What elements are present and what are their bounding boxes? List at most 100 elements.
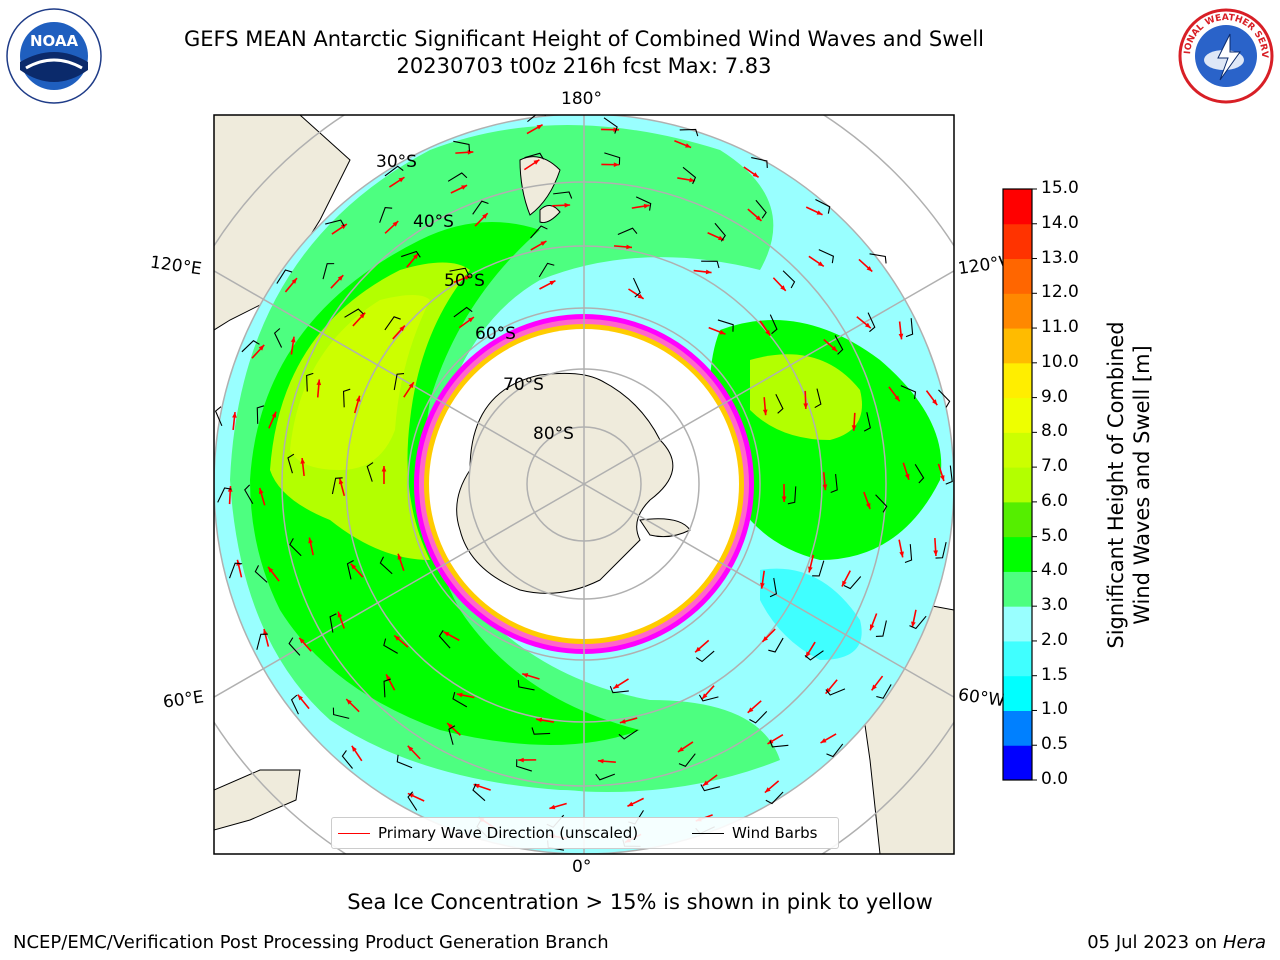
- wave-arrow-head: [911, 621, 916, 628]
- wave-arrow-head: [822, 484, 828, 491]
- wind-barb: [393, 373, 405, 391]
- wave-arrow-head: [613, 162, 620, 167]
- wave-arrow-head: [407, 745, 414, 752]
- wind-barb: [530, 225, 548, 239]
- lat-label-50s: 50°S: [444, 271, 485, 291]
- colorbar-tick-label: 12.0: [1041, 282, 1079, 303]
- wave-arrow-head: [236, 559, 241, 566]
- wave-arrow-head: [564, 202, 571, 208]
- wave-arrow-head: [643, 203, 650, 209]
- colorbar-segment: [1003, 640, 1032, 677]
- legend-wind-barbs: Wind Barbs: [692, 824, 817, 842]
- wave-arrow-head: [232, 412, 237, 418]
- wind-barb: [834, 335, 844, 355]
- wind-barb: [717, 319, 734, 332]
- wave-arrow-head: [780, 285, 786, 291]
- colorbar-segment: [1003, 501, 1032, 538]
- chart-title: GEFS MEAN Antarctic Significant Height o…: [183, 27, 985, 51]
- wind-barb: [384, 316, 401, 331]
- colorbar-segment: [1003, 745, 1032, 781]
- colorbar-title-line2: Wind Waves and Swell [m]: [1130, 345, 1154, 625]
- wind-barb: [804, 650, 824, 661]
- colorbar-tick-label: 0.5: [1041, 734, 1069, 755]
- wind-barb: [448, 725, 456, 745]
- wave-arrow-head: [263, 629, 268, 635]
- wind-barb: [332, 707, 350, 719]
- wave-arrow-head: [831, 346, 838, 352]
- wave-arrow-head: [300, 458, 306, 464]
- wind-barb: [775, 394, 784, 414]
- wave-arrow-head: [865, 322, 871, 329]
- wave-arrow-head: [619, 719, 626, 724]
- wind-barb: [396, 754, 413, 769]
- wind-barb: [452, 691, 468, 708]
- wave-arrow-head: [468, 317, 474, 323]
- wind-barb: [769, 740, 789, 748]
- wind-barb: [695, 650, 715, 663]
- wave-arrow-head: [464, 275, 471, 281]
- lat-label-30s: 30°S: [376, 152, 417, 172]
- wave-arrow-head: [407, 793, 414, 798]
- wind-barb: [701, 260, 720, 269]
- colorbar-tick-label: 7.0: [1041, 456, 1069, 477]
- wave-arrow-head: [522, 673, 529, 678]
- wind-barb: [603, 117, 618, 134]
- wind-barb: [553, 191, 573, 199]
- legend-wind-barbs-label: Wind Barbs: [732, 824, 818, 842]
- wave-arrow-head: [350, 563, 357, 570]
- wind-barb: [290, 694, 299, 715]
- wave-arrow-head: [817, 261, 824, 267]
- wave-arrow-head: [540, 241, 547, 246]
- wind-barb: [635, 196, 652, 211]
- wind-barb: [900, 385, 917, 399]
- wave-arrow-head: [781, 496, 787, 502]
- colorbar-segment: [1003, 432, 1032, 468]
- wave-arrow-head: [518, 757, 524, 763]
- wave-arrow-head: [702, 780, 709, 786]
- wind-barb: [814, 388, 822, 409]
- wave-arrow-head: [271, 411, 277, 418]
- wave-arrow-head: [461, 185, 468, 190]
- wind-barb: [749, 711, 768, 724]
- wind-barb: [401, 250, 421, 258]
- wind-barb: [447, 172, 468, 182]
- wave-arrow-head: [869, 624, 875, 631]
- colorbar-segment: [1003, 675, 1032, 711]
- wave-arrow-head: [899, 551, 904, 558]
- wind-barb: [867, 312, 876, 333]
- wave-arrow-head: [258, 344, 265, 351]
- wind-barb: [609, 685, 629, 694]
- wave-arrow-head: [764, 787, 771, 793]
- wind-barb: [604, 152, 621, 165]
- wind-barb: [329, 613, 337, 633]
- wind-barb: [256, 633, 268, 650]
- wind-barb: [769, 314, 778, 335]
- wind-barb: [306, 372, 314, 392]
- wave-arrow-head: [719, 329, 726, 335]
- wind-barb: [384, 165, 404, 177]
- wind-barb: [438, 629, 451, 649]
- wave-arrow-head: [397, 553, 403, 560]
- wind-barb: [768, 637, 784, 653]
- wave-arrow-head: [932, 399, 938, 406]
- wave-arrow-head: [338, 478, 344, 485]
- wind-barb: [516, 759, 532, 772]
- wave-arrow-head: [346, 699, 352, 705]
- lat-label-70s: 70°S: [503, 375, 544, 395]
- wave-arrow-head: [359, 312, 366, 319]
- nws-logo-icon: NATIONAL WEATHER SERVICE: [1178, 8, 1274, 104]
- wave-arrow-head: [695, 646, 701, 653]
- wave-arrow-head: [752, 172, 759, 178]
- wave-arrow-head: [258, 488, 264, 494]
- wind-barb: [682, 166, 697, 185]
- map-legend: Primary Wave Direction (unscaled) Wind B…: [331, 817, 839, 849]
- wave-arrow-head: [747, 707, 754, 713]
- wave-arrow-head: [871, 684, 877, 691]
- legend-black-line-icon: [692, 833, 724, 834]
- wave-arrow-head: [685, 143, 692, 148]
- footer-date-text: 05 Jul 2023 on: [1087, 932, 1223, 953]
- colorbar-tick-label: 1.0: [1041, 699, 1069, 720]
- colorbar-segment: [1003, 606, 1032, 642]
- wind-barb: [700, 784, 721, 792]
- wind-barb: [244, 484, 254, 504]
